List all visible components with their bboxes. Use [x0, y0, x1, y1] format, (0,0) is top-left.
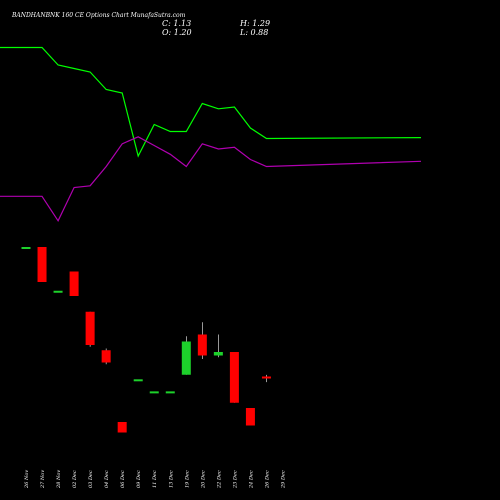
- candle-26-dec: [261, 374, 271, 383]
- x-tick-label: 19 Dec: [184, 470, 190, 488]
- x-tick-label: 02 Dec: [72, 470, 78, 488]
- candle-body: [197, 334, 207, 356]
- x-tick-label: 09 Dec: [136, 470, 142, 488]
- x-tick-label: 13 Dec: [168, 470, 174, 488]
- x-tick-label: 23 Dec: [232, 470, 238, 489]
- indicator-line-1: [0, 46, 422, 158]
- x-tick-label: 29 Dec: [280, 470, 286, 489]
- x-tick-label: 24 Dec: [248, 470, 254, 489]
- candle-body: [21, 247, 31, 249]
- candle-body: [117, 422, 127, 433]
- candle-body: [149, 391, 159, 394]
- candle-09-dec: [133, 379, 143, 382]
- candle-body: [229, 352, 239, 403]
- candle-body: [213, 352, 223, 356]
- candle-body: [133, 379, 143, 382]
- candle-26-nov: [21, 247, 31, 249]
- candle-body: [69, 271, 79, 296]
- candle-28-nov: [53, 290, 63, 293]
- candle-body: [245, 408, 255, 426]
- candle-body: [53, 290, 63, 293]
- x-tick-label: 20 Dec: [200, 470, 206, 489]
- candle-13-dec: [165, 391, 175, 394]
- x-tick-label: 03 Dec: [88, 470, 94, 488]
- candle-body: [181, 341, 191, 375]
- x-tick-label: 04 Dec: [104, 470, 110, 488]
- candle-body: [37, 247, 47, 282]
- open-value: O: 1.20: [162, 28, 192, 37]
- x-tick-label: 11 Dec: [152, 470, 158, 488]
- candle-24-dec: [245, 408, 255, 426]
- candle-19-dec: [181, 336, 191, 375]
- candle-27-nov: [37, 247, 47, 282]
- x-axis-tick-labels: 26 Nov 27 Nov 28 Nov 02 Dec 03 Dec 04 Dec 06 D…: [24, 470, 286, 489]
- x-tick-label: 26 Dec: [264, 470, 270, 489]
- candle-11-dec: [149, 391, 159, 394]
- x-tick-label: 26 Nov: [24, 470, 30, 489]
- candle-body: [261, 376, 271, 379]
- chart-title: BANDHANBNK 160 CE Options Chart MunafaSu…: [12, 12, 186, 19]
- x-tick-label: 22 Dec: [216, 470, 222, 489]
- candle-02-dec: [69, 271, 79, 296]
- indicator-lines: [0, 46, 422, 223]
- candle-22-dec: [213, 334, 223, 358]
- candles: [21, 247, 271, 433]
- close-value: C: 1.13: [162, 19, 192, 28]
- low-value: L: 0.88: [240, 28, 269, 37]
- candle-body: [85, 311, 95, 345]
- indicator-line-2: [0, 136, 422, 223]
- candle-body: [165, 391, 175, 394]
- candle-23-dec: [229, 352, 239, 403]
- candle-20-dec: [197, 322, 207, 359]
- high-value: H: 1.29: [240, 19, 271, 28]
- x-tick-label: 28 Nov: [56, 470, 62, 489]
- candle-06-dec: [117, 422, 127, 433]
- candle-body: [101, 350, 111, 363]
- candle-04-dec: [101, 348, 111, 365]
- candle-03-dec: [85, 311, 95, 347]
- x-tick-label: 06 Dec: [120, 470, 126, 488]
- x-tick-label: 27 Nov: [40, 470, 46, 489]
